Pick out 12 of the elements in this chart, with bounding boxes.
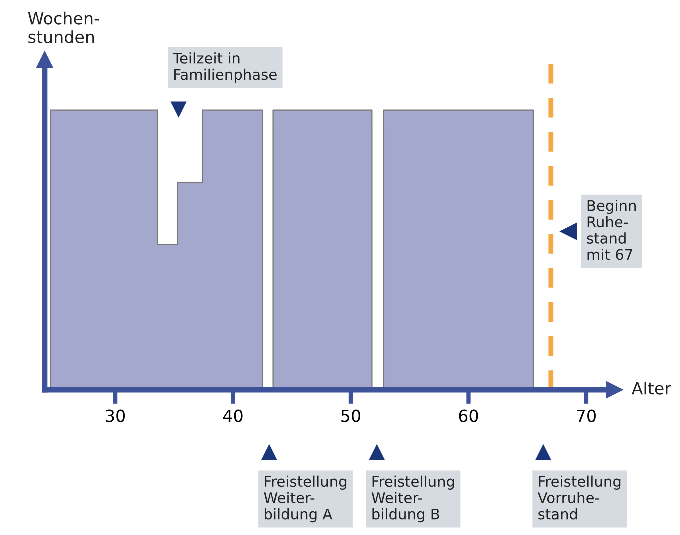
ref-line-label: Beginn Ruhe- stand mit 67: [587, 200, 636, 260]
x-tick-label: 40: [223, 410, 243, 422]
y-axis-title: Wochen- stunden: [28, 12, 100, 44]
x-tick-label: 70: [577, 410, 596, 422]
text: Freistellung Vorruhe- stand: [538, 476, 621, 520]
x-tick-label: 50: [342, 410, 360, 422]
text: Teilzeit in Familienphase: [173, 52, 277, 84]
text: Freistellung Weiter- bildung A: [264, 476, 347, 523]
text: Freistellung Weiter- bildung B: [372, 476, 454, 523]
x-tick-label: 60: [459, 410, 478, 422]
x-tick-label: 30: [106, 410, 126, 422]
x-axis-title: Alter: [632, 382, 672, 395]
